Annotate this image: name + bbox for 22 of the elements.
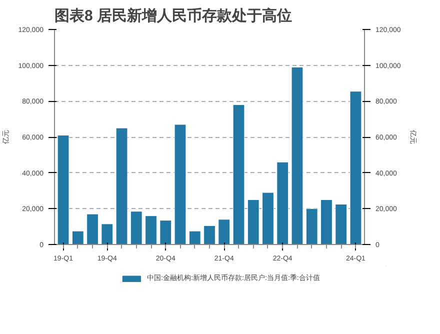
bar: [291, 66, 304, 244]
bar: [130, 211, 142, 244]
bar: [232, 104, 245, 244]
bar: [335, 204, 348, 244]
bar: [276, 162, 289, 244]
chart-title: 图表8 居民新增人民币存款处于高位: [54, 6, 292, 24]
bar: [262, 192, 274, 244]
bar: [160, 220, 172, 244]
bar: [116, 128, 128, 244]
bar: [57, 134, 70, 244]
bar: [145, 216, 157, 244]
bar: [247, 199, 260, 244]
bar: [306, 208, 318, 244]
bar: [320, 199, 332, 244]
bar: [188, 230, 201, 244]
bar: [72, 230, 84, 244]
bar: [350, 91, 362, 244]
bar: [86, 214, 98, 244]
bar: [101, 224, 114, 244]
bar: [174, 124, 186, 244]
bar: [218, 219, 230, 244]
bar: [204, 225, 216, 244]
